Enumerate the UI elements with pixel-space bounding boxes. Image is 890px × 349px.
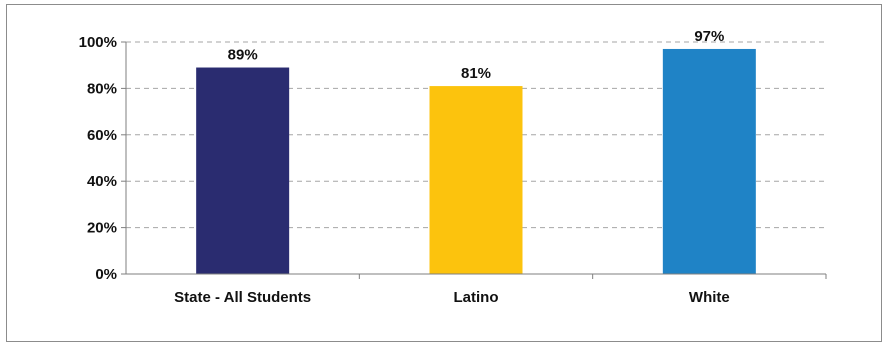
axes	[121, 41, 827, 279]
data-label: 89%	[228, 47, 258, 64]
y-tick-label: 0%	[95, 266, 117, 283]
bar	[662, 48, 756, 275]
y-tick-label: 80%	[87, 80, 117, 97]
y-tick-label: 20%	[87, 220, 117, 237]
x-category-label: State - All Students	[174, 289, 311, 306]
y-tick-label: 60%	[87, 127, 117, 144]
bars	[196, 48, 756, 275]
x-category-label: Latino	[454, 289, 499, 306]
bar	[429, 86, 523, 274]
y-tick-label: 40%	[87, 173, 117, 190]
y-axis-ticks: 0% 20% 40% 60% 80% 100%	[79, 34, 117, 283]
data-labels: 89% 81% 97%	[228, 28, 725, 82]
x-category-label: White	[689, 289, 730, 306]
bar	[196, 67, 290, 275]
data-label: 81%	[461, 65, 491, 82]
y-tick-label: 100%	[79, 34, 117, 51]
data-label: 97%	[694, 28, 724, 45]
x-axis-categories: State - All Students Latino White	[174, 289, 730, 306]
